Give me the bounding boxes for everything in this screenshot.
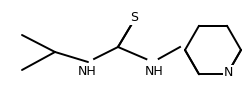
Text: NH: NH: [78, 65, 96, 78]
Text: NH: NH: [145, 65, 164, 78]
Text: N: N: [224, 66, 233, 79]
Text: S: S: [130, 11, 138, 24]
